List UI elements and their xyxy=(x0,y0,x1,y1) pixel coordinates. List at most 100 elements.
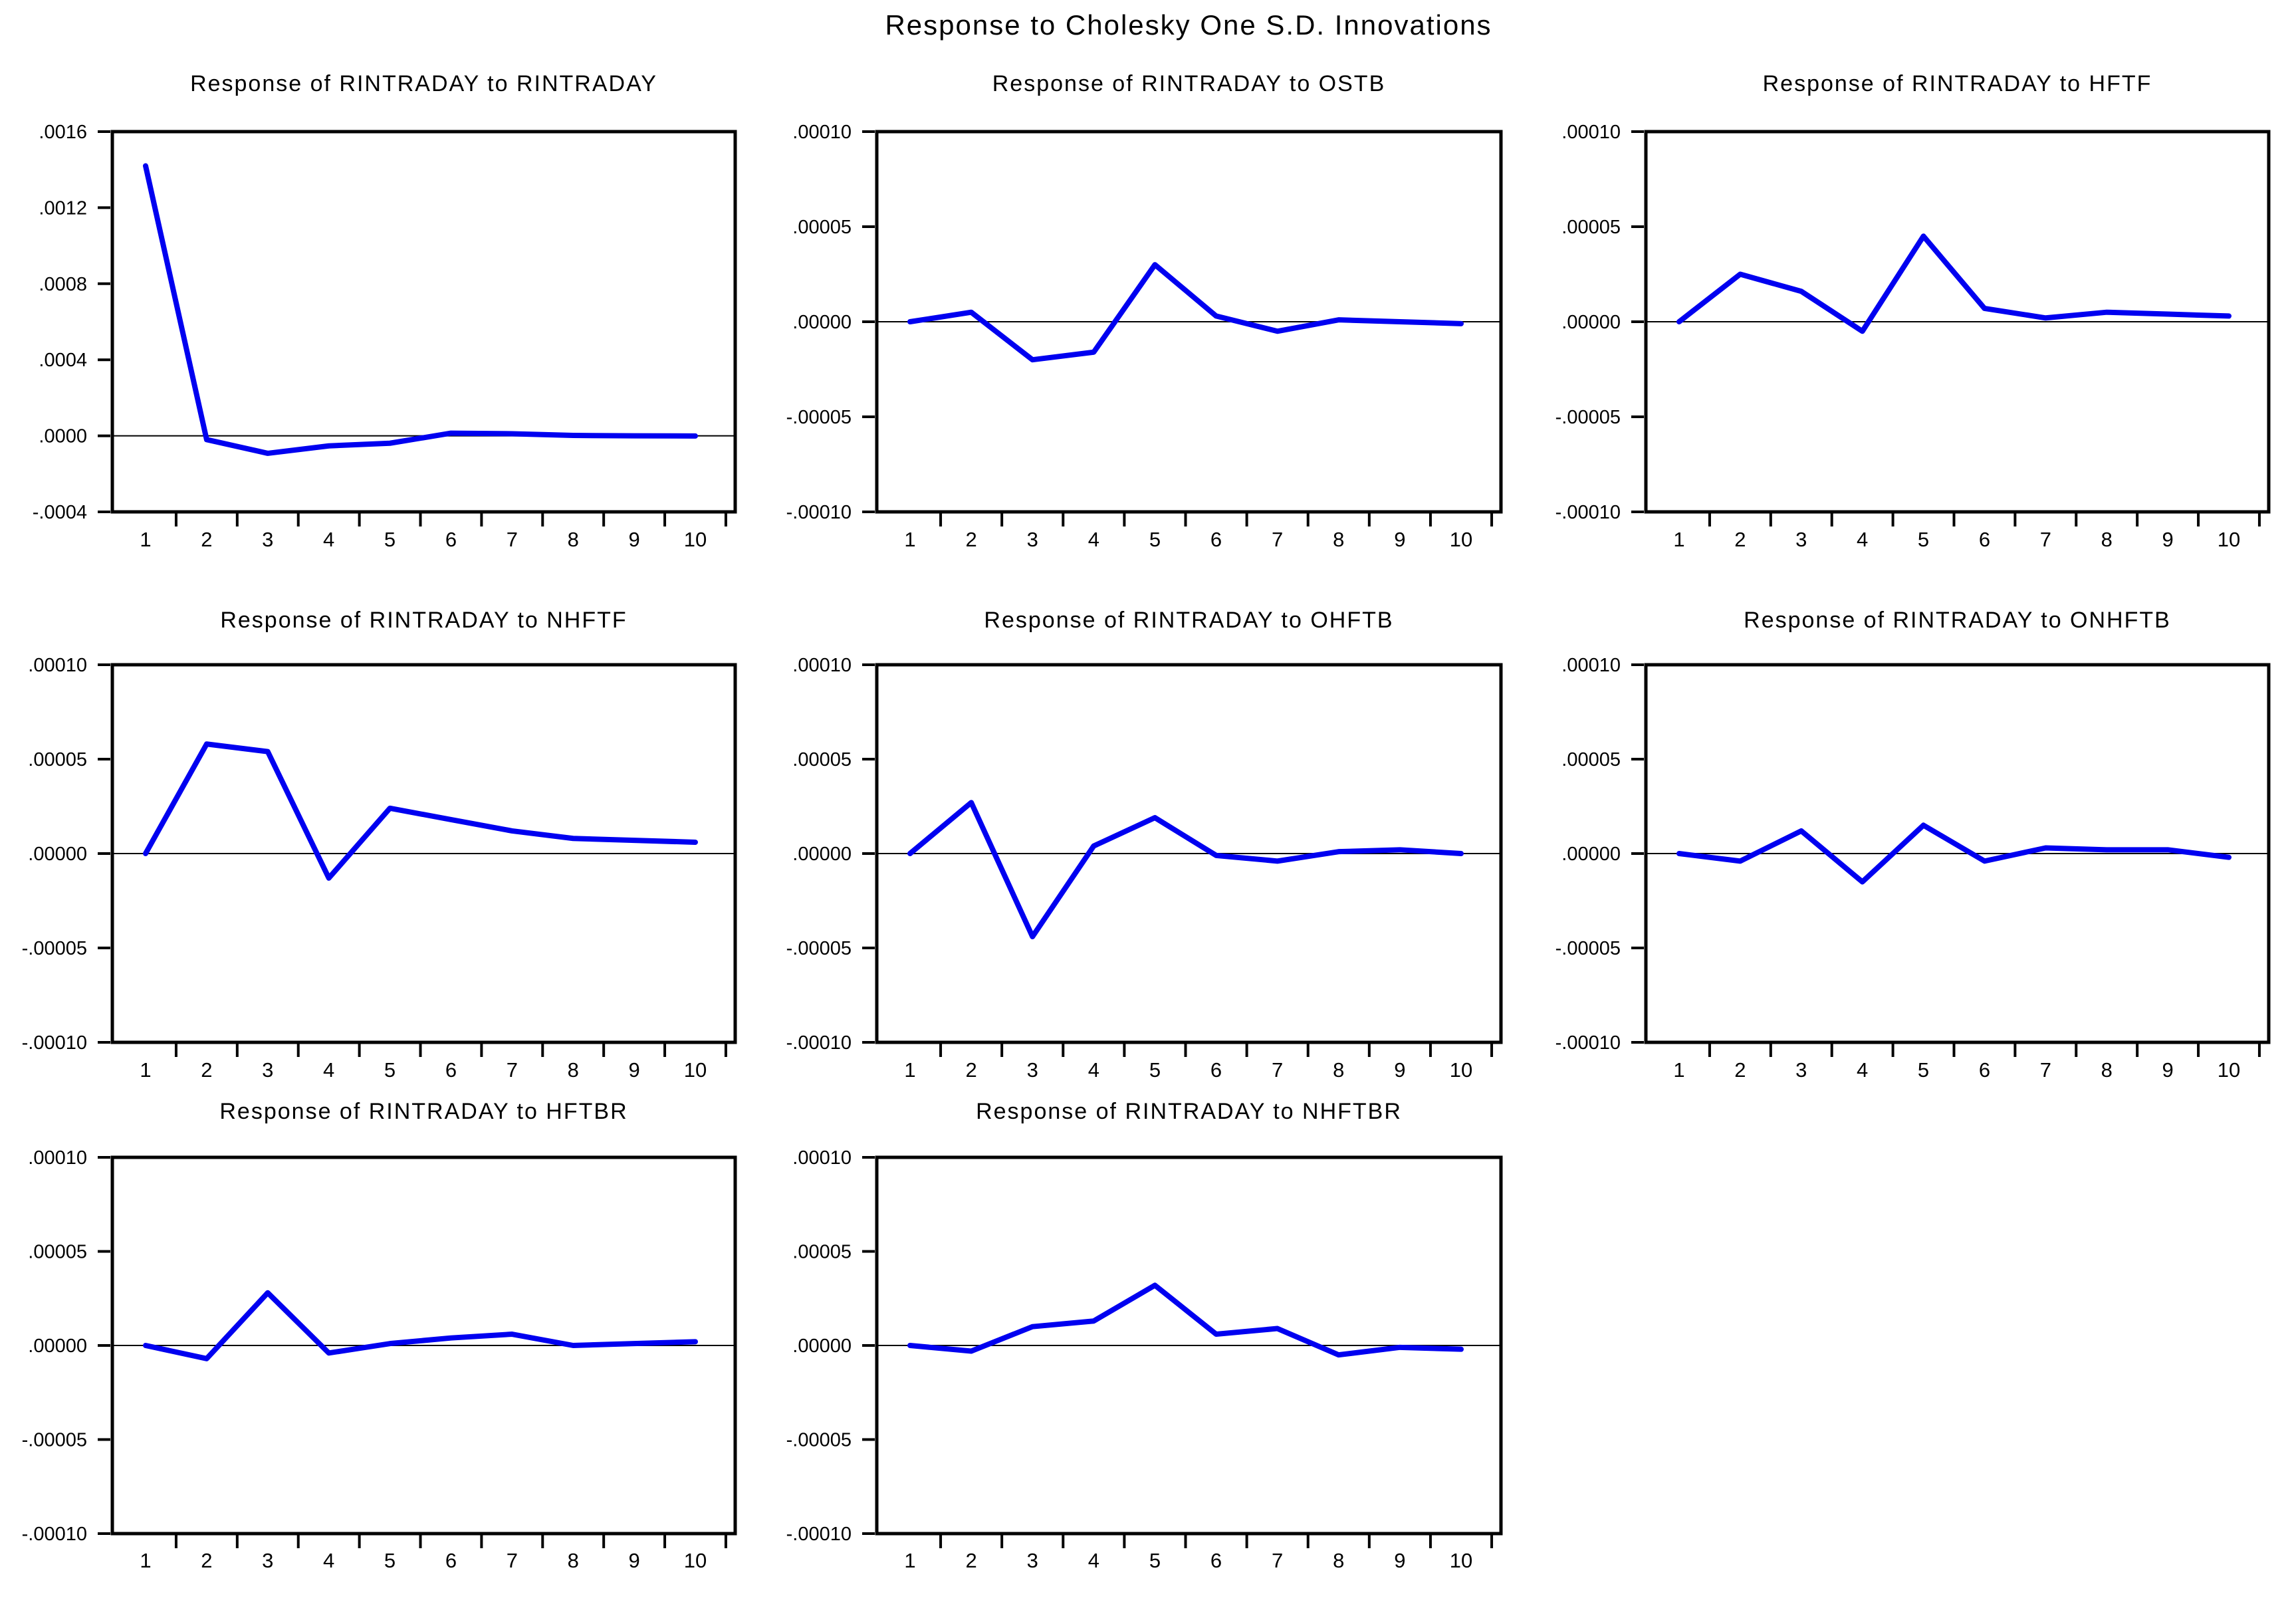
x-axis-tick-label: 9 xyxy=(2162,1058,2173,1082)
x-axis-tick-label: 2 xyxy=(201,528,212,551)
x-axis-tick-label: 4 xyxy=(1857,1058,1868,1082)
x-axis-tick-label: 9 xyxy=(1394,1058,1405,1082)
x-axis-tick-label: 5 xyxy=(384,1549,396,1572)
response-line xyxy=(143,1290,698,1361)
figure-title: Response to Cholesky One S.D. Innovation… xyxy=(885,9,1492,41)
x-axis-tick-label: 5 xyxy=(1149,1058,1161,1082)
x-axis-tick-label: 5 xyxy=(1149,1549,1161,1572)
x-axis-tick-label: 10 xyxy=(684,1549,707,1572)
x-axis-tick-label: 9 xyxy=(628,1549,639,1572)
x-axis-tick-label: 8 xyxy=(2101,528,2113,551)
plot-border xyxy=(875,1155,1503,1536)
y-axis-tick-label: .00005 xyxy=(1561,217,1621,238)
plot-border xyxy=(1644,663,2271,1044)
y-axis-tick-label: -.00005 xyxy=(786,1430,852,1451)
y-axis-tick-label: -.00010 xyxy=(1555,502,1621,523)
chart-cell: Response of RINTRADAY to RINTRADAY .0016.… xyxy=(33,71,737,551)
response-line xyxy=(907,262,1464,363)
chart-title: Response of RINTRADAY to HFTBR xyxy=(219,1099,628,1124)
x-axis-tick-label: 3 xyxy=(262,1058,273,1082)
y-axis-tick-label: .00000 xyxy=(792,844,852,865)
x-axis-tick-label: 4 xyxy=(1088,528,1099,551)
x-axis-tick-label: 2 xyxy=(1734,1058,1746,1082)
x-axis-tick-label: 4 xyxy=(1088,1058,1099,1082)
x-axis-tick-label: 3 xyxy=(262,528,273,551)
x-axis-tick-label: 7 xyxy=(1272,1058,1283,1082)
x-axis-tick-label: 7 xyxy=(1272,528,1283,551)
y-axis-tick-label: .00010 xyxy=(28,1147,87,1169)
x-axis-tick-label: 9 xyxy=(1394,1549,1405,1572)
x-axis-tick-label: 2 xyxy=(201,1549,212,1572)
x-axis-tick-label: 6 xyxy=(1210,1549,1222,1572)
y-axis-tick-label: .00005 xyxy=(28,1242,87,1263)
x-axis-tick-label: 1 xyxy=(904,1549,915,1572)
response-line xyxy=(143,741,698,881)
x-axis-tick-label: 1 xyxy=(140,1549,151,1572)
y-axis-tick-label: .00010 xyxy=(1561,122,1621,143)
y-axis-tick-label: .00000 xyxy=(28,1335,87,1357)
y-axis-tick-label: -.00005 xyxy=(1555,938,1621,959)
y-axis-tick-label: -.00010 xyxy=(1555,1032,1621,1054)
x-axis-tick-label: 10 xyxy=(2218,1058,2240,1082)
x-axis-tick-label: 9 xyxy=(1394,528,1405,551)
x-axis-tick-label: 7 xyxy=(1272,1549,1283,1572)
y-axis-tick-label: -.00005 xyxy=(22,938,87,959)
x-axis-tick-label: 1 xyxy=(904,1058,915,1082)
x-axis-tick-label: 7 xyxy=(507,1549,518,1572)
y-axis-tick-label: .0008 xyxy=(39,274,87,295)
chart-cell: Response of RINTRADAY to NHFTBR .00010 .00… xyxy=(786,1099,1503,1572)
y-axis-tick-label: .00005 xyxy=(1561,749,1621,770)
chart-title: Response of RINTRADAY to HFTF xyxy=(1763,71,2152,96)
y-axis-tick-label: .00000 xyxy=(28,844,87,865)
x-axis-tick-label: 4 xyxy=(1857,528,1868,551)
x-axis-tick-label: 8 xyxy=(568,1058,579,1082)
x-axis-tick-label: 6 xyxy=(1979,1058,1990,1082)
chart-cell: Response of RINTRADAY to HFTBR .00010 .000… xyxy=(22,1099,737,1572)
response-line xyxy=(1676,233,2232,334)
response-line xyxy=(143,163,698,456)
y-axis-tick-label: -.00005 xyxy=(1555,407,1621,428)
y-axis-tick-label: .00000 xyxy=(1561,844,1621,865)
chart-cell: Response of RINTRADAY to ONHFTB .00010 .00… xyxy=(1555,608,2271,1082)
chart-title: Response of RINTRADAY to NHFTF xyxy=(220,608,627,633)
y-axis-tick-label: .00005 xyxy=(28,749,87,770)
y-axis-tick-label: .00000 xyxy=(1561,312,1621,333)
x-axis-tick-label: 1 xyxy=(140,1058,151,1082)
y-axis-tick-label: .00010 xyxy=(792,655,852,676)
x-axis-tick-label: 9 xyxy=(628,1058,639,1082)
chart-title: Response of RINTRADAY to ONHFTB xyxy=(1744,608,2171,633)
response-line xyxy=(907,800,1464,939)
y-axis-tick-label: .0000 xyxy=(39,426,87,447)
x-axis-tick-label: 8 xyxy=(568,528,579,551)
y-axis-tick-label: .00010 xyxy=(792,122,852,143)
x-axis-tick-label: 2 xyxy=(201,1058,212,1082)
chart-cell: Response of RINTRADAY to HFTF .00010 .0000… xyxy=(1555,71,2271,551)
chart-cell: Response of RINTRADAY to OHFTB .00010 .000… xyxy=(786,608,1503,1082)
chart-title: Response of RINTRADAY to OSTB xyxy=(992,71,1386,96)
chart-title: Response of RINTRADAY to RINTRADAY xyxy=(190,71,657,96)
x-axis-tick-label: 3 xyxy=(1795,528,1807,551)
x-axis-tick-label: 2 xyxy=(965,528,976,551)
x-axis-tick-label: 8 xyxy=(1333,1549,1344,1572)
response-line xyxy=(907,1282,1464,1358)
x-axis-tick-label: 3 xyxy=(1795,1058,1807,1082)
x-axis-tick-label: 5 xyxy=(1918,1058,1929,1082)
plot-border xyxy=(110,1155,737,1536)
y-axis-tick-label: -.0004 xyxy=(33,502,87,523)
x-axis-tick-label: 6 xyxy=(445,1549,457,1572)
y-axis-tick-label: .0004 xyxy=(39,350,87,371)
y-axis-tick-label: .0012 xyxy=(39,197,87,219)
x-axis-tick-label: 8 xyxy=(2101,1058,2113,1082)
y-axis-tick-label: .00000 xyxy=(792,312,852,333)
x-axis-tick-label: 5 xyxy=(384,528,396,551)
x-axis-tick-label: 2 xyxy=(1734,528,1746,551)
plot-border xyxy=(1644,130,2271,514)
x-axis-tick-label: 6 xyxy=(445,528,457,551)
x-axis-tick-label: 1 xyxy=(904,528,915,551)
x-axis-tick-label: 1 xyxy=(140,528,151,551)
y-axis-tick-label: -.00005 xyxy=(786,938,852,959)
x-axis-tick-label: 10 xyxy=(1450,528,1472,551)
x-axis-tick-label: 7 xyxy=(507,1058,518,1082)
x-axis-tick-label: 6 xyxy=(1210,528,1222,551)
y-axis-tick-label: -.00005 xyxy=(22,1430,87,1451)
